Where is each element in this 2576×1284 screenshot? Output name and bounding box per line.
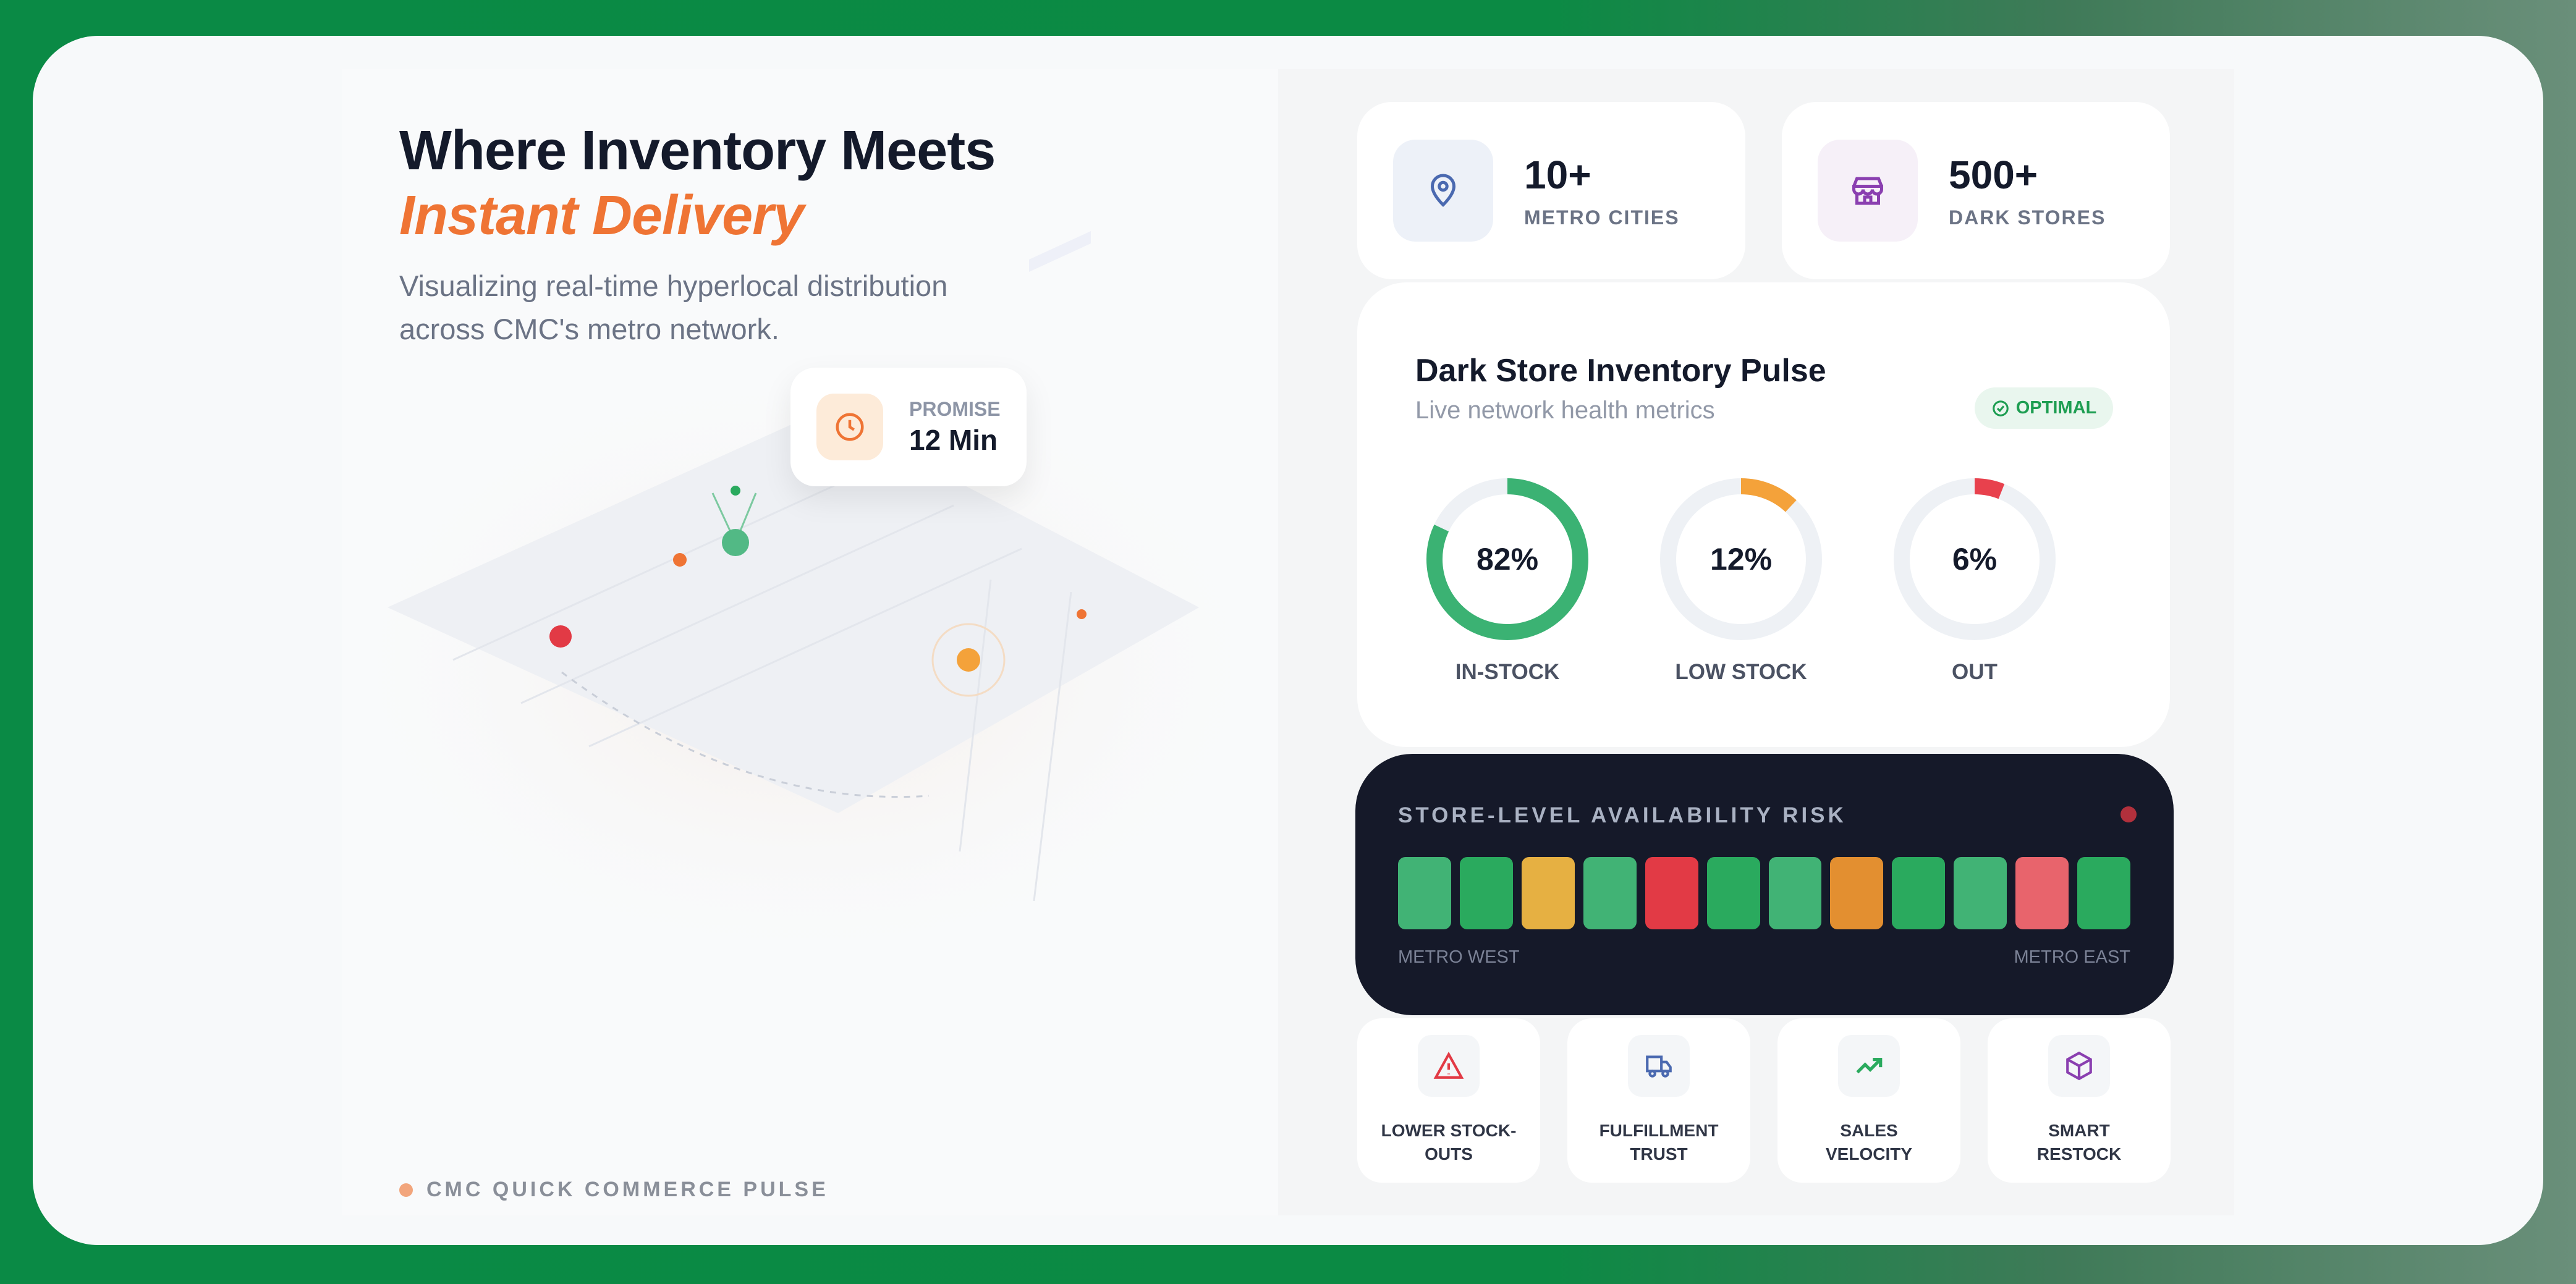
warning-icon [1418, 1035, 1480, 1097]
pulse-subtitle: Live network health metrics [1415, 397, 1715, 424]
stat-value: 500+ [1949, 153, 2038, 197]
truck-icon [1628, 1035, 1690, 1097]
feature-sales-velocity: SALES VELOCITY [1777, 1018, 1960, 1183]
store-bar[interactable] [2015, 857, 2069, 929]
gauge-out: 6% OUT [1892, 477, 2057, 685]
pulse-title: Dark Store Inventory Pulse [1415, 353, 1826, 389]
stat-label: METRO CITIES [1524, 206, 1680, 229]
stat-card-cities: 10+ METRO CITIES [1357, 102, 1745, 279]
gauge-value: 82% [1476, 542, 1539, 577]
feature-label: FULFILLMENT TRUST [1599, 1121, 1719, 1164]
stat-card-stores: 500+ DARK STORES [1782, 102, 2170, 279]
gauge-ring [1894, 478, 2056, 640]
store-icon [1818, 140, 1918, 242]
store-bar[interactable] [1892, 857, 1946, 929]
feature-smart-restock: SMART RESTOCK [1988, 1018, 2171, 1183]
gauge-value: 12% [1710, 542, 1773, 577]
gauge-label: IN-STOCK [1455, 660, 1560, 684]
inventory-pulse-card: Dark Store Inventory Pulse Live network … [1357, 282, 2170, 747]
stat-label: DARK STORES [1949, 206, 2106, 229]
check-circle-icon [1992, 400, 2009, 416]
metro-west-label: METRO WEST [1398, 947, 1520, 967]
feature-label: LOWER STOCK-OUTS [1381, 1121, 1517, 1164]
hero-subtitle: Visualizing real-time hyperlocal distrib… [399, 269, 948, 345]
gauge-label: OUT [1952, 660, 1998, 684]
gauge-in-stock: 82% IN-STOCK [1425, 477, 1590, 685]
hero-highlight: Instant Delivery [399, 185, 804, 247]
gauge-value: 6% [1952, 542, 1998, 577]
stat-value: 10+ [1524, 153, 1591, 197]
store-bar[interactable] [1830, 857, 1884, 929]
gauge-label: LOW STOCK [1675, 660, 1807, 684]
store-bars [1398, 857, 2131, 929]
gauge-ring [1660, 478, 1822, 640]
risk-title: STORE-LEVEL AVAILABILITY RISK [1398, 803, 1847, 827]
store-bar[interactable] [1954, 857, 2007, 929]
metro-east-label: METRO EAST [2014, 947, 2130, 967]
feature-lower-stockouts: LOWER STOCK-OUTS [1357, 1018, 1540, 1183]
store-bar[interactable] [1459, 857, 1513, 929]
feature-fulfillment-trust: FULFILLMENT TRUST [1567, 1018, 1750, 1183]
live-indicator [2121, 806, 2137, 822]
status-badge-label: OPTIMAL [2015, 398, 2097, 418]
promise-value: 12 Min [909, 423, 998, 456]
store-bar[interactable] [1706, 857, 1760, 929]
promise-label: PROMISE [909, 397, 1001, 420]
store-bar[interactable] [1768, 857, 1822, 929]
store-bar[interactable] [1645, 857, 1698, 929]
pulse-dot [399, 1183, 413, 1197]
main-card: Where Inventory Meets Instant Delivery V… [33, 36, 2543, 1245]
status-badge: OPTIMAL [1975, 387, 2113, 429]
store-bar[interactable] [2077, 857, 2131, 929]
availability-risk-card: STORE-LEVEL AVAILABILITY RISK METRO WEST… [1355, 754, 2174, 1015]
store-bar[interactable] [1398, 857, 1451, 929]
gauge-low-stock: 12% LOW STOCK [1659, 477, 1823, 685]
store-bar[interactable] [1521, 857, 1575, 929]
store-bar[interactable] [1583, 857, 1637, 929]
footer-label: CMC QUICK COMMERCE PULSE [426, 1178, 829, 1201]
clock-icon [816, 394, 883, 460]
promise-card: PROMISE 12 Min [790, 368, 1027, 486]
feature-label: SMART RESTOCK [2036, 1121, 2122, 1164]
map-pin-icon [1393, 140, 1493, 242]
package-icon [2048, 1035, 2110, 1097]
gauge-ring [1426, 478, 1588, 640]
footer: CMC QUICK COMMERCE PULSE [399, 1178, 829, 1202]
feature-label: SALES VELOCITY [1825, 1121, 1912, 1164]
hero-title: Where Inventory Meets [399, 120, 996, 182]
trending-up-icon [1838, 1035, 1900, 1097]
